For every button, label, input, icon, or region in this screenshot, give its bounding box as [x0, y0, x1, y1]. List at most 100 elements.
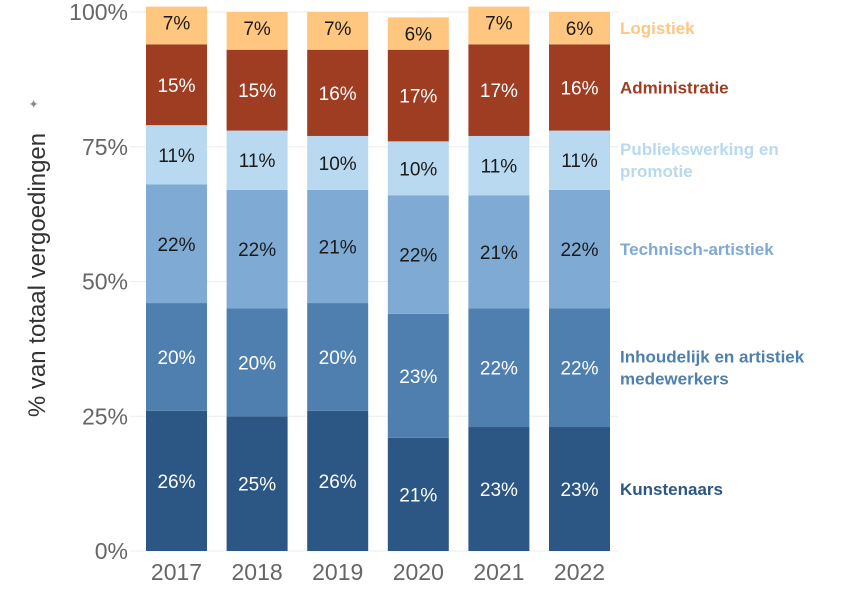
bar-segment [307, 410, 369, 551]
bar-segment [468, 44, 530, 136]
bar-segment-label: 21% [480, 243, 518, 264]
bar-segment-label: 20% [319, 348, 357, 369]
bar-segment-label: 25% [238, 475, 276, 496]
bar-segment-label: 21% [319, 237, 357, 258]
bar-segment [146, 6, 207, 45]
legend-line: Logistiek [620, 19, 695, 38]
bar-segment-label: 7% [163, 14, 191, 35]
bar-segment [146, 125, 207, 185]
bar-segment-label: 11% [158, 146, 195, 167]
bar-segment [468, 308, 530, 428]
bar-segment-label: 17% [399, 87, 437, 108]
legend-line: Publiekswerking en [620, 140, 779, 159]
gridlines [130, 11, 618, 552]
bar-segment [226, 49, 288, 131]
bar-segment [468, 195, 530, 309]
y-axis: 0% 25% 50% 75% 100% [69, 0, 128, 564]
legend-item: Kunstenaars [620, 480, 723, 499]
bar-segment-label: 7% [485, 14, 513, 35]
bar-segment [549, 12, 610, 45]
bar-segment [468, 6, 530, 45]
x-tick-label: 2017 [151, 559, 202, 585]
bar-segments [146, 6, 610, 551]
x-tick-label: 2022 [554, 559, 605, 585]
bar-segment-label: 20% [238, 353, 276, 374]
segment-labels: 26% 20% 22% 11% 15% 7% 25% 20% 22% 11% 15% 7% 26% 20%… [157, 14, 598, 507]
y-tick-label: 100% [69, 0, 128, 25]
bar-segment [549, 427, 610, 551]
bar-segment-label: 23% [399, 367, 437, 388]
bar-segment-label: 11% [561, 151, 598, 172]
bar-segment-label: 26% [157, 472, 195, 493]
legend-item: Inhoudelijk en artistiek medewerkers [620, 348, 805, 389]
bar-segment [549, 308, 610, 428]
y-tick-label: 50% [82, 269, 128, 295]
bar-segment-label: 17% [480, 81, 518, 102]
bar-segment [468, 427, 530, 551]
bar-segment-label: 16% [319, 84, 357, 105]
legend-item: Logistiek [620, 19, 695, 38]
bar-segment [307, 303, 369, 411]
bar-segment [146, 44, 207, 126]
bar-segment-label: 10% [399, 159, 437, 180]
bar-segment-label: 21% [399, 485, 437, 506]
bar-segment-label: 22% [560, 240, 598, 261]
bar-segment [387, 195, 449, 314]
x-tick-label: 2020 [393, 559, 444, 585]
x-tick-label: 2019 [312, 559, 363, 585]
bar-segment [387, 141, 449, 196]
bar-segment [387, 313, 449, 438]
legend-item: Administratie [620, 78, 729, 97]
bar-segment [226, 130, 288, 190]
bar-segment-label: 7% [243, 19, 271, 40]
bar-segment-label: 22% [480, 359, 518, 380]
legend-line: Inhoudelijk en artistiek [620, 348, 805, 367]
bar-segment [549, 44, 610, 131]
bar-segment [146, 184, 207, 304]
bar-segment [307, 189, 369, 304]
bar-segment-label: 7% [324, 19, 352, 40]
bar-segment [226, 189, 288, 309]
bar-segment [387, 49, 449, 142]
bar-segment-label: 22% [560, 359, 598, 380]
bar-segment-label: 22% [238, 240, 276, 261]
bar-segment-label: 15% [157, 76, 195, 97]
bar-segment-label: 11% [239, 151, 276, 172]
bar-segment [226, 308, 288, 417]
y-axis-label: % van totaal vergoedingen [24, 133, 51, 417]
legend-item: Technisch-artistiek [620, 240, 774, 259]
bar-segment [307, 135, 369, 190]
y-tick-label: 0% [95, 538, 128, 564]
bar-segment-label: 6% [405, 24, 433, 45]
bar-segment [549, 189, 610, 309]
bar-segment-label: 22% [399, 246, 437, 267]
legend-line: Technisch-artistiek [620, 240, 774, 259]
bar-segment [307, 49, 369, 136]
y-tick-label: 25% [82, 403, 128, 429]
bar-segment-label: 23% [480, 480, 518, 501]
bar-segment-label: 23% [560, 480, 598, 501]
bar-segment [468, 135, 530, 196]
bar-segment-label: 11% [481, 157, 518, 178]
legend-line: promotie [620, 162, 693, 181]
y-axis-label-marker: ✦ [27, 99, 41, 109]
bar-segment-label: 20% [157, 348, 195, 369]
bar-segment [307, 12, 369, 50]
y-tick-label: 75% [82, 134, 128, 160]
bar-segment-label: 15% [238, 81, 276, 102]
legend-line: medewerkers [620, 370, 729, 389]
bar-segment-label: 16% [560, 78, 598, 99]
bar-segment [387, 437, 449, 551]
bar-segment-label: 10% [319, 154, 357, 175]
legend-line: Kunstenaars [620, 480, 723, 499]
bar-segment [146, 303, 207, 411]
x-tick-label: 2021 [473, 559, 524, 585]
legend-line: Administratie [620, 78, 729, 97]
bar-segment [226, 416, 288, 551]
x-tick-label: 2018 [232, 559, 283, 585]
bar-segment [226, 12, 288, 50]
bar-segment-label: 22% [157, 235, 195, 256]
x-axis: 2017 2018 2019 2020 2021 2022 [151, 559, 605, 585]
bar-segment [549, 130, 610, 190]
